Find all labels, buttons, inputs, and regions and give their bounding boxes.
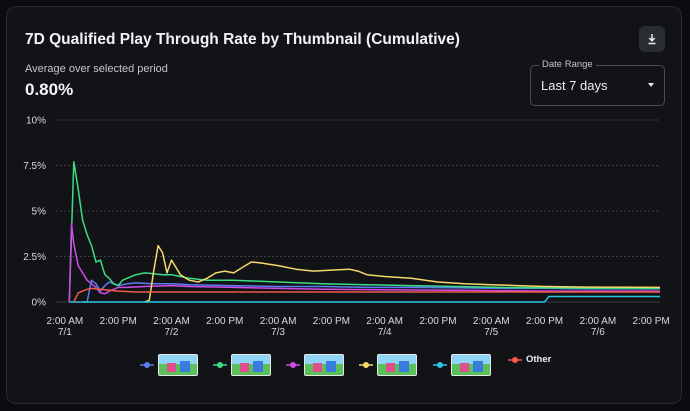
chart-title: 7D Qualified Play Through Rate by Thumbn… — [25, 31, 460, 48]
y-tick-label: 10% — [26, 116, 46, 127]
x-tick-label: 2:00 AM — [366, 316, 403, 327]
y-tick-label: 7.5% — [23, 161, 46, 172]
thumbnail-image — [158, 354, 198, 376]
legend-marker-icon — [213, 362, 227, 368]
legend-marker-icon — [433, 362, 447, 368]
thumbnail-image — [231, 354, 271, 376]
x-tick-label: 2:00 AM — [579, 316, 616, 327]
series-line-6[interactable] — [73, 287, 660, 303]
legend-item-5[interactable] — [433, 354, 491, 376]
x-tick-label: 2:00 AM — [153, 316, 190, 327]
thumbnail-image — [451, 354, 491, 376]
thumbnail-image — [377, 354, 417, 376]
x-tick-date-label: 7/2 — [165, 327, 179, 338]
legend-item-1[interactable] — [140, 354, 198, 376]
legend-marker-icon — [508, 356, 522, 363]
date-range-label: Date Range — [539, 59, 596, 70]
series-line-2[interactable] — [68, 161, 661, 303]
legend-marker-icon — [359, 362, 373, 368]
x-tick-label: 2:00 PM — [419, 316, 456, 327]
download-button[interactable] — [639, 26, 665, 52]
chart-card: 7D Qualified Play Through Rate by Thumbn… — [6, 6, 682, 404]
legend-marker-icon — [140, 362, 154, 368]
x-tick-date-label: 7/1 — [58, 327, 72, 338]
x-tick-label: 2:00 AM — [473, 316, 510, 327]
x-tick-label: 2:00 PM — [632, 316, 669, 327]
legend-item-3[interactable] — [286, 354, 344, 376]
legend-marker-icon — [286, 362, 300, 368]
y-tick-label: 0% — [32, 298, 47, 309]
x-tick-date-label: 7/4 — [378, 327, 392, 338]
series-line-4[interactable] — [144, 244, 661, 303]
grid — [56, 119, 660, 303]
x-tick-date-label: 7/5 — [484, 327, 498, 338]
x-tick-label: 2:00 PM — [206, 316, 243, 327]
x-axis: 2:00 AM7/12:00 PM 2:00 AM7/22:00 PM 2:00 A… — [47, 316, 670, 338]
x-tick-label: 2:00 PM — [100, 316, 137, 327]
x-tick-label: 2:00 PM — [313, 316, 350, 327]
series-line-5[interactable] — [69, 295, 660, 303]
x-tick-label: 2:00 PM — [526, 316, 563, 327]
legend-item-2[interactable] — [213, 354, 271, 376]
legend-item-6[interactable]: Other — [508, 354, 551, 365]
series — [68, 161, 661, 303]
legend-label: Other — [526, 354, 552, 365]
x-tick-label: 2:00 AM — [260, 316, 297, 327]
y-tick-label: 2.5% — [23, 252, 46, 263]
x-tick-date-label: 7/6 — [591, 327, 605, 338]
legend-item-4[interactable] — [359, 354, 417, 376]
series-line-3[interactable] — [68, 222, 660, 303]
x-tick-date-label: 7/3 — [271, 327, 285, 338]
y-tick-label: 5% — [32, 207, 47, 218]
download-icon — [648, 34, 656, 45]
x-tick-label: 2:00 AM — [47, 316, 84, 327]
y-axis: 0% 2.5% 5% 7.5% 10% — [23, 116, 46, 309]
date-range-value: Last 7 days — [541, 78, 608, 93]
date-range-select[interactable]: Date Range Last 7 days — [530, 59, 665, 106]
average-label: Average over selected period — [25, 63, 168, 75]
average-value: 0.80% — [25, 80, 74, 99]
thumbnail-image — [304, 354, 344, 376]
caret-down-icon — [648, 83, 654, 87]
